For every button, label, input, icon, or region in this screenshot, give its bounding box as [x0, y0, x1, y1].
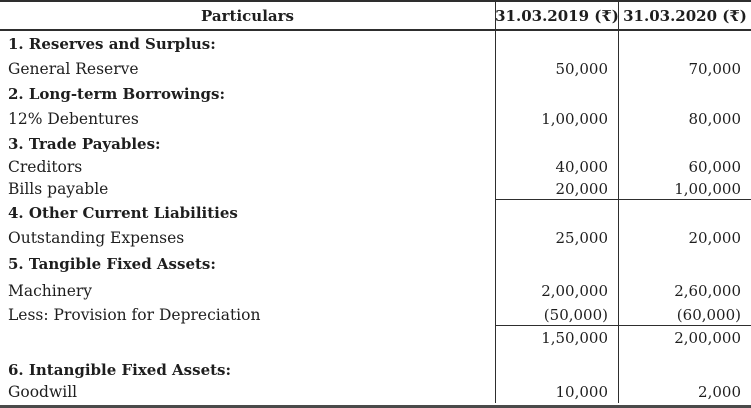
header-particulars: Particulars [201, 6, 294, 25]
amount-2020-cell: 1,00,000 [618, 178, 751, 200]
particulars-cell: 4. Other Current Liabilities [8, 203, 238, 222]
table-row: 12% Debentures 1,00,000 80,000 [0, 106, 751, 131]
header-31-03-2020: 31.03.2020 (₹) [618, 2, 751, 29]
table-header-row: Particulars 31.03.2019 (₹) 31.03.2020 (₹… [0, 2, 751, 31]
particulars-cell: 5. Tangible Fixed Assets: [8, 255, 216, 273]
amount-2020-cell [618, 131, 751, 156]
amount-2020-cell [618, 31, 751, 56]
amount-2019-cell [495, 349, 618, 359]
particulars-cell: 3. Trade Payables: [8, 134, 161, 153]
table-row: Goodwill 10,000 2,000 [0, 381, 751, 403]
amount-2019-cell: 40,000 [495, 156, 618, 178]
amount-2020-cell: 80,000 [618, 106, 751, 131]
amount-2019-cell: 2,00,000 [495, 277, 618, 304]
particulars-cell [0, 326, 495, 349]
table-row: Creditors 40,000 60,000 [0, 156, 751, 178]
amount-2020-cell: (60,000) [618, 304, 751, 326]
amount-2019-cell: (50,000) [495, 304, 618, 326]
table-row: Outstanding Expenses 25,000 20,000 [0, 225, 751, 251]
amount-2019-cell: 1,00,000 [495, 106, 618, 131]
particulars-cell [0, 349, 495, 359]
amount-2020-cell [618, 200, 751, 225]
section-heading-row: 4. Other Current Liabilities [0, 200, 751, 225]
section-heading-row: 6. Intangible Fixed Assets: [0, 359, 751, 381]
table-row: General Reserve 50,000 70,000 [0, 56, 751, 81]
table-row: Bills payable 20,000 1,00,000 [0, 178, 751, 200]
table-row: Machinery 2,00,000 2,60,000 [0, 277, 751, 304]
amount-2020-cell: 20,000 [618, 225, 751, 251]
amount-2020-cell: 60,000 [618, 156, 751, 178]
particulars-cell: Outstanding Expenses [8, 229, 185, 247]
spacer-row [0, 349, 751, 359]
amount-2019-cell [495, 81, 618, 106]
amount-2019-cell: 50,000 [495, 56, 618, 81]
particulars-cell: General Reserve [8, 59, 139, 78]
section-heading-row: 3. Trade Payables: [0, 131, 751, 156]
particulars-cell: Goodwill [8, 383, 78, 401]
amount-2019-cell [495, 200, 618, 225]
subtotal-row: 1,50,000 2,00,000 [0, 326, 751, 349]
amount-2020-cell [618, 81, 751, 106]
amount-2020-cell: 2,00,000 [618, 326, 751, 349]
particulars-cell: Less: Provision for Depreciation [8, 306, 261, 324]
header-31-03-2019: 31.03.2019 (₹) [495, 2, 618, 29]
particulars-cell: 12% Debentures [8, 109, 139, 128]
amount-2019-cell [495, 31, 618, 56]
section-heading-row: 2. Long-term Borrowings: [0, 81, 751, 106]
amount-2019-cell [495, 131, 618, 156]
amount-2020-cell [618, 349, 751, 359]
amount-2019-cell [495, 359, 618, 381]
amount-2019-cell [495, 251, 618, 277]
particulars-cell: Machinery [8, 281, 93, 300]
particulars-cell: Bills payable [8, 180, 109, 198]
section-heading-row: 5. Tangible Fixed Assets: [0, 251, 751, 277]
amount-2020-cell: 2,60,000 [618, 277, 751, 304]
particulars-cell: 1. Reserves and Surplus: [8, 34, 216, 53]
amount-2019-cell: 20,000 [495, 178, 618, 200]
amount-2019-cell: 25,000 [495, 225, 618, 251]
section-heading-row: 1. Reserves and Surplus: [0, 31, 751, 56]
amount-2020-cell: 70,000 [618, 56, 751, 81]
amount-2020-cell [618, 359, 751, 381]
amount-2019-cell: 10,000 [495, 381, 618, 403]
particulars-cell: Creditors [8, 158, 83, 176]
amount-2020-cell: 2,000 [618, 381, 751, 403]
table-row: Less: Provision for Depreciation (50,000… [0, 304, 751, 326]
amount-2020-cell [618, 251, 751, 277]
particulars-cell: 6. Intangible Fixed Assets: [8, 361, 232, 379]
amount-2019-cell: 1,50,000 [495, 326, 618, 349]
particulars-cell: 2. Long-term Borrowings: [8, 84, 226, 103]
